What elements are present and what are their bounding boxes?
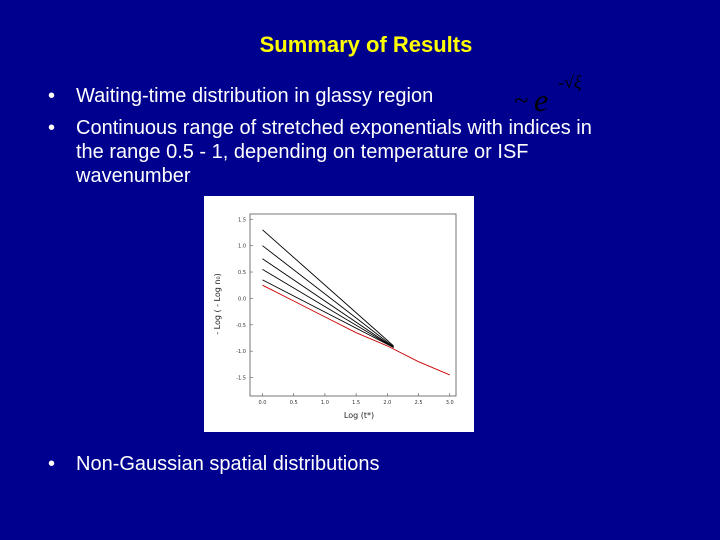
x-tick-label: 1.0 — [321, 400, 329, 406]
bullet-marker: • — [48, 117, 56, 139]
formula-base: e — [534, 82, 549, 118]
bullet-text: Non-Gaussian spatial distributions — [76, 453, 380, 475]
y-tick-label: 0.0 — [238, 296, 246, 302]
x-axis-title: Log (t*) — [344, 411, 374, 420]
bullet-text: Waiting-time distribution in glassy regi… — [76, 85, 434, 107]
y-tick-label: 0.5 — [238, 270, 246, 276]
y-tick-label: 1.0 — [238, 244, 246, 250]
log-log-plot: 1.5 1.0 0.5 0.0 -0.5 -1.0 -1.5 0.0 0.5 1.0 1.5 2.0… — [204, 196, 474, 432]
plot-frame — [249, 213, 457, 397]
series-line-1 — [262, 229, 394, 347]
x-axis-ticks: 0.0 0.5 1.0 1.5 2.0 2.5 3.0 — [259, 393, 454, 406]
y-tick-label: -1.5 — [236, 376, 246, 382]
bullet-marker: • — [48, 453, 56, 475]
x-tick-label: 3.0 — [446, 400, 454, 406]
y-tick-label: -0.5 — [236, 323, 246, 329]
series-group — [262, 229, 450, 376]
chart-svg: 1.5 1.0 0.5 0.0 -0.5 -1.0 -1.5 0.0 0.5 1.0 1.5 2.0… — [213, 213, 457, 420]
bullet-non-gaussian: • Non-Gaussian spatial distributions — [48, 452, 608, 476]
y-axis-title: - Log ( - Log n₀) — [213, 273, 222, 335]
y-axis-ticks: 1.5 1.0 0.5 0.0 -0.5 -1.0 -1.5 — [236, 217, 253, 382]
formula-exponent: -√ξ — [558, 72, 582, 92]
y-tick-label: -1.0 — [236, 349, 246, 355]
x-tick-label: 2.0 — [383, 400, 391, 406]
x-tick-label: 1.5 — [352, 400, 360, 406]
bullet-text: Continuous range of stretched exponentia… — [76, 117, 592, 187]
formula-tilde: ~ — [514, 86, 529, 115]
x-tick-label: 2.5 — [415, 400, 423, 406]
bullet-waiting-time: • Waiting-time distribution in glassy re… — [48, 84, 608, 108]
series-line-4 — [262, 269, 394, 348]
x-tick-label: 0.0 — [259, 400, 267, 406]
series-line-6 — [262, 284, 450, 376]
y-tick-label: 1.5 — [238, 217, 246, 223]
series-line-3 — [262, 258, 394, 348]
series-line-5 — [262, 279, 394, 348]
slide-title: Summary of Results — [259, 32, 473, 57]
bullet-marker: • — [48, 85, 56, 107]
x-tick-label: 0.5 — [290, 400, 298, 406]
bullet-stretched-exponentials: • Continuous range of stretched exponent… — [48, 116, 608, 188]
series-line-2 — [262, 245, 394, 348]
